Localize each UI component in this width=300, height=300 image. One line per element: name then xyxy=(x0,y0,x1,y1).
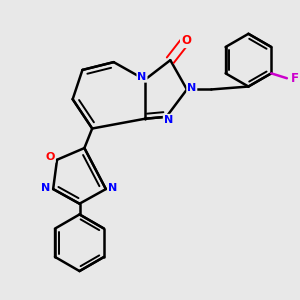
Text: N: N xyxy=(187,82,196,92)
Text: N: N xyxy=(164,115,173,125)
Text: N: N xyxy=(108,183,117,193)
Text: O: O xyxy=(181,34,191,47)
Text: O: O xyxy=(46,152,55,162)
Text: N: N xyxy=(41,183,50,193)
Text: F: F xyxy=(291,72,299,85)
Text: N: N xyxy=(137,72,147,82)
